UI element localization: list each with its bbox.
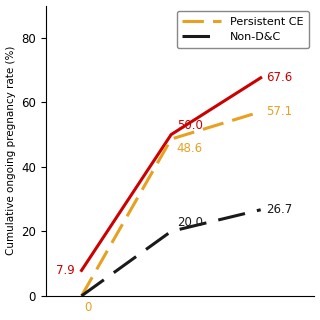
- Text: 0: 0: [84, 301, 92, 315]
- Y-axis label: Cumulative ongoing pregnancy rate (%): Cumulative ongoing pregnancy rate (%): [5, 46, 16, 255]
- Text: 20.0: 20.0: [177, 216, 203, 228]
- Text: 26.7: 26.7: [266, 203, 292, 216]
- Text: 67.6: 67.6: [266, 71, 292, 84]
- Text: 57.1: 57.1: [266, 105, 292, 118]
- Text: 50.0: 50.0: [177, 119, 203, 132]
- Text: 48.6: 48.6: [177, 142, 203, 155]
- Legend: Persistent CE, Non-D&C: Persistent CE, Non-D&C: [177, 11, 309, 48]
- Text: 7.9: 7.9: [56, 264, 75, 277]
